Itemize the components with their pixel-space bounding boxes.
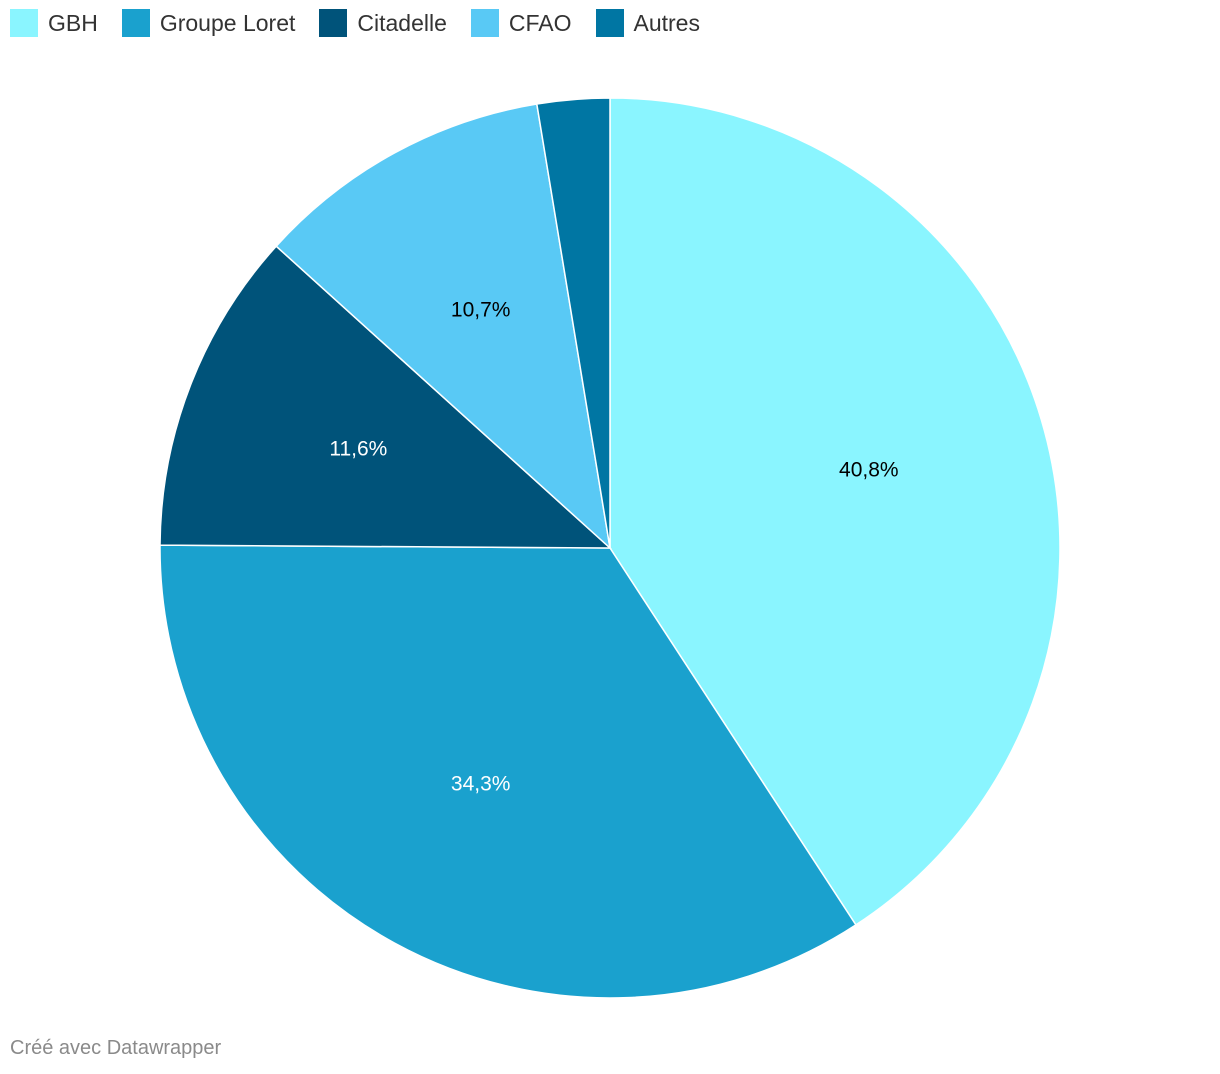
legend-label-cfao: CFAO xyxy=(508,10,572,36)
legend-label-citadelle: Citadelle xyxy=(357,10,447,36)
chart-legend: GBH Groupe Loret Citadelle CFAO Autres xyxy=(10,8,700,38)
legend-item-cfao: CFAO xyxy=(470,8,572,38)
legend-label-gbh: GBH xyxy=(48,10,98,36)
slice-label-groupe-loret: 34,3% xyxy=(451,773,511,796)
pie-slice-gbh xyxy=(609,97,1061,926)
legend-label-autres: Autres xyxy=(633,10,700,36)
legend-label-groupe-loret: Groupe Loret xyxy=(159,10,296,36)
legend-swatch-citadelle xyxy=(319,9,348,37)
legend-swatch-cfao xyxy=(470,9,499,37)
pie-slice-cfao xyxy=(275,103,612,550)
legend-item-citadelle: Citadelle xyxy=(319,8,447,38)
legend-swatch-autres xyxy=(595,9,624,37)
legend-item-autres: Autres xyxy=(595,8,700,38)
legend-item-groupe-loret: Groupe Loret xyxy=(121,8,296,38)
legend-item-gbh: GBH xyxy=(10,8,98,38)
legend-swatch-groupe-loret xyxy=(121,9,150,37)
legend-swatch-gbh xyxy=(10,9,38,37)
slice-label-cfao: 10,7% xyxy=(451,299,511,322)
pie-slice-citadelle xyxy=(159,245,612,549)
pie-slice-groupe-loret xyxy=(159,544,857,999)
credit-text: Créé avec Datawrapper xyxy=(10,1037,222,1059)
slice-label-citadelle: 11,6% xyxy=(329,438,387,461)
slice-label-gbh: 40,8% xyxy=(839,459,899,482)
pie-slice-autres xyxy=(535,97,611,549)
